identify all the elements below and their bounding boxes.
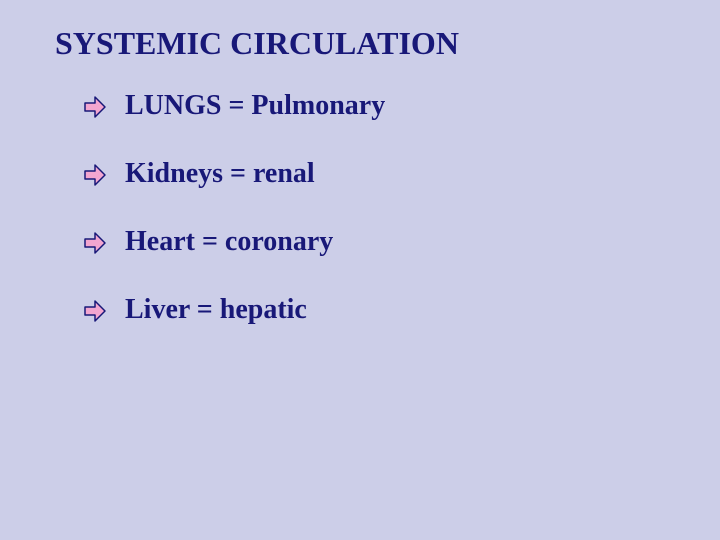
list-item-label: Kidneys = renal [125, 158, 315, 190]
arrow-right-icon [83, 299, 107, 328]
list-item: Liver = hepatic [83, 294, 720, 328]
arrow-right-icon [83, 231, 107, 260]
arrow-right-icon [83, 95, 107, 124]
list-item-label: LUNGS = Pulmonary [125, 90, 385, 122]
list-item: Heart = coronary [83, 226, 720, 260]
arrow-right-icon [83, 163, 107, 192]
bullet-list: LUNGS = Pulmonary Kidneys = renal Heart … [55, 90, 720, 328]
list-item-label: Liver = hepatic [125, 294, 307, 326]
slide-title: SYSTEMIC CIRCULATION [55, 25, 720, 62]
list-item-label: Heart = coronary [125, 226, 333, 258]
list-item: Kidneys = renal [83, 158, 720, 192]
list-item: LUNGS = Pulmonary [83, 90, 720, 124]
